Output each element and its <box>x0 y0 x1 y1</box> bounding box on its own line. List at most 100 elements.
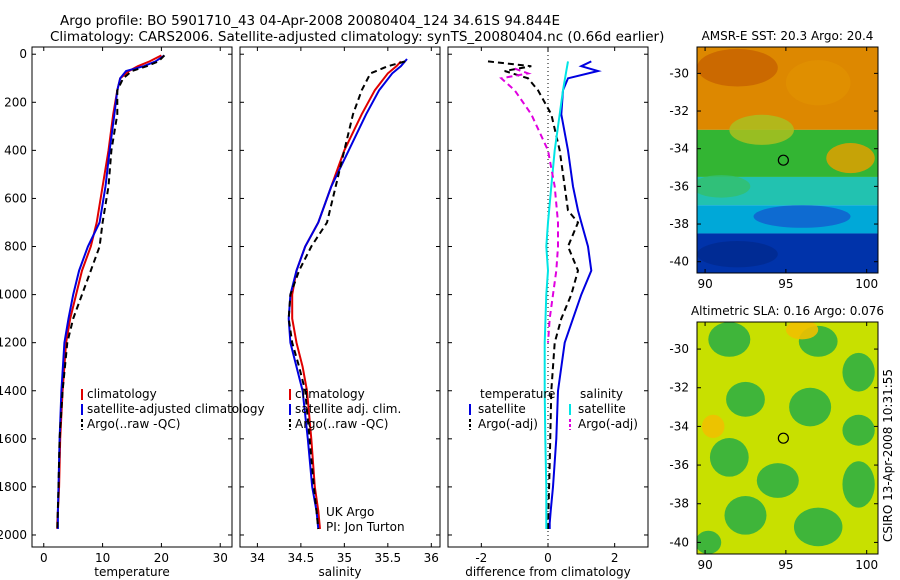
y-tick-label: 600 <box>4 191 27 205</box>
y-tick-label: 1000 <box>0 288 27 302</box>
map-blob <box>724 495 767 535</box>
y-tick-label: 1200 <box>0 336 27 350</box>
sla-map-panel: Altimetric SLA: 0.16 Argo: 0.076 -30 -32 -3… <box>669 304 884 572</box>
sst-map-field <box>697 47 878 273</box>
annotation-text: PI: Jon Turton <box>326 520 405 534</box>
side-stamp: CSIRO 13-Apr-2008 10:31:55 <box>881 369 895 542</box>
y-tick-label: 1800 <box>0 480 27 494</box>
legend-label: Argo(..raw -QC) <box>295 417 388 431</box>
series-satellite-adj-clim- <box>287 58 408 530</box>
y-tick-label: 800 <box>4 240 27 254</box>
x-tick-label: -2 <box>475 551 487 565</box>
difference-frame <box>447 46 649 548</box>
temperature-xlabel: temperature <box>94 565 169 579</box>
figure-title-line1: Argo profile: BO 5901710_43 04-Apr-2008 … <box>60 13 560 29</box>
y-tick-label: -34 <box>669 419 689 433</box>
map-blob <box>793 507 843 547</box>
map-blob <box>842 461 875 508</box>
map-blob <box>789 387 832 427</box>
legend-label: climatology <box>295 387 365 401</box>
temperature-panel: 0 200 400 600 800 1000 1200 1400 1600 1800 2000 0 10… <box>0 47 265 579</box>
y-tick-label: 2000 <box>0 528 27 542</box>
x-tick-label: 35.5 <box>374 551 401 565</box>
legend-group-title: salinity <box>580 387 623 401</box>
salinity-xlabel: salinity <box>318 565 361 579</box>
y-tick-label: 1600 <box>0 432 27 446</box>
legend-label: climatology <box>87 387 157 401</box>
y-tick-label: -38 <box>669 497 689 511</box>
x-tick-label: 30 <box>213 551 228 565</box>
x-tick-label: 35 <box>337 551 352 565</box>
x-tick-label: 95 <box>778 277 793 291</box>
map-blob <box>826 143 875 174</box>
map-blob <box>697 530 722 554</box>
difference-xlabel: difference from climatology <box>465 565 631 579</box>
figure-title-line2: Climatology: CARS2006. Satellite-adjuste… <box>50 29 665 45</box>
legend-label: satellite adj. clim. <box>295 402 401 416</box>
y-tick-label: 400 <box>4 143 27 157</box>
y-tick-label: -36 <box>669 458 689 472</box>
map-blob <box>753 205 851 228</box>
y-tick-label: -40 <box>669 255 689 269</box>
legend-label: Argo(-adj) <box>478 417 538 431</box>
argo-position-marker <box>777 154 789 166</box>
x-tick-label: 95 <box>778 558 793 572</box>
y-tick-label: -30 <box>669 342 689 356</box>
map-blob <box>842 352 875 392</box>
legend-label: satellite <box>578 402 626 416</box>
x-tick-label: 2 <box>611 551 619 565</box>
x-tick-label: 36 <box>424 551 439 565</box>
map-blob <box>709 438 749 477</box>
y-tick-label: -34 <box>669 142 689 156</box>
series-temperature-satellite <box>548 60 602 529</box>
x-tick-label: 10 <box>95 551 110 565</box>
x-tick-label: 34 <box>250 551 265 565</box>
x-tick-label: 34.5 <box>288 551 315 565</box>
map-blob <box>697 48 778 87</box>
temperature-frame <box>31 46 233 548</box>
map-blob <box>842 414 875 446</box>
sla-map-title: Altimetric SLA: 0.16 Argo: 0.076 <box>691 304 884 318</box>
sst-map-title: AMSR-E SST: 20.3 Argo: 20.4 <box>702 29 874 43</box>
legend-label: satellite <box>478 402 526 416</box>
legend-group-title: temperature <box>480 387 555 401</box>
annotation-text: UK Argo <box>326 505 374 519</box>
y-tick-label: 200 <box>4 95 27 109</box>
y-tick-label: -38 <box>669 217 689 231</box>
series-salinity-satellite <box>543 61 569 529</box>
salinity-frame <box>239 46 441 548</box>
y-tick-label: -36 <box>669 179 689 193</box>
series-argo-raw-qc- <box>56 54 166 530</box>
legend-label: Argo(..raw -QC) <box>87 417 180 431</box>
map-blob <box>708 322 751 357</box>
sla-map-field <box>697 322 878 554</box>
y-tick-label: 0 <box>19 47 27 61</box>
legend-label: satellite-adjusted climatology <box>87 402 265 416</box>
map-blob <box>785 322 819 340</box>
x-tick-label: 100 <box>855 558 878 572</box>
x-tick-label: 0 <box>40 551 48 565</box>
series-salinity-argo-adj- <box>499 67 559 343</box>
y-tick-label: -32 <box>669 381 689 395</box>
map-blob <box>697 240 778 268</box>
y-tick-label: -32 <box>669 104 689 118</box>
sla-map-frame <box>696 321 879 555</box>
x-tick-label: 90 <box>697 277 712 291</box>
map-blob <box>726 381 765 417</box>
map-blob <box>785 60 851 106</box>
sst-map-frame <box>696 46 879 274</box>
y-tick-label: -40 <box>669 535 689 549</box>
sst-map-panel: AMSR-E SST: 20.3 Argo: 20.4 -30 -32 -34 -36 -… <box>669 29 878 291</box>
map-blob <box>756 463 799 498</box>
series-temperature-argo-adj- <box>487 60 580 530</box>
series-argo-raw-qc- <box>287 60 406 530</box>
argo-position-marker <box>777 432 789 444</box>
y-tick-label: -30 <box>669 66 689 80</box>
legend-label: Argo(-adj) <box>578 417 638 431</box>
series-satellite-adjusted-climatology <box>56 54 165 529</box>
series-climatology <box>291 60 402 530</box>
x-tick-label: 0 <box>544 551 552 565</box>
map-blob <box>729 114 794 145</box>
